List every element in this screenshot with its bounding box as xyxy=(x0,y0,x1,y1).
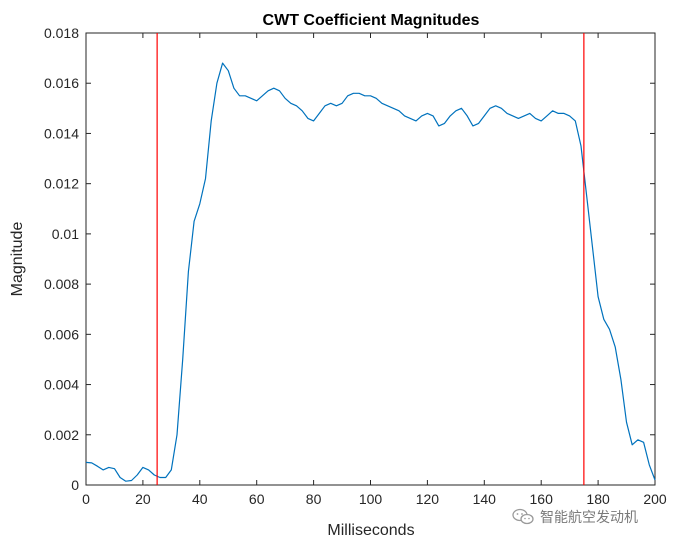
x-tick-label: 40 xyxy=(192,491,208,507)
axes-box xyxy=(85,32,656,486)
chart-title: CWT Coefficient Magnitudes xyxy=(263,12,480,29)
x-tick-label: 160 xyxy=(530,491,554,507)
wechat-icon xyxy=(512,508,534,525)
y-tick-label: 0.018 xyxy=(44,25,79,41)
x-tick-label: 0 xyxy=(82,491,90,507)
x-tick-label: 100 xyxy=(359,491,383,507)
y-tick-label: 0.002 xyxy=(44,427,79,443)
y-tick-label: 0.012 xyxy=(44,176,79,192)
x-axis-label: Milliseconds xyxy=(327,522,414,539)
plot-area: 0 20 40 60 80 100 120 140 160 180 200 0 0.002 0.004 0.… xyxy=(44,25,667,507)
x-tick-label: 200 xyxy=(643,491,667,507)
y-tick-label: 0.008 xyxy=(44,276,79,292)
x-tick-label: 140 xyxy=(473,491,497,507)
x-tick-label: 180 xyxy=(586,491,610,507)
y-axis-label: Magnitude xyxy=(9,222,26,297)
watermark: 智能航空发动机 xyxy=(512,507,638,527)
y-tick-label: 0.014 xyxy=(44,125,79,141)
y-tick-label: 0 xyxy=(71,477,79,493)
watermark-text: 智能航空发动机 xyxy=(540,510,638,526)
x-tick-label: 120 xyxy=(416,491,440,507)
y-tick-label: 0.004 xyxy=(44,377,79,393)
x-tick-label: 80 xyxy=(306,491,322,507)
x-tick-label: 20 xyxy=(135,491,151,507)
y-tick-label: 0.006 xyxy=(44,326,79,342)
series-line xyxy=(85,62,656,482)
y-tick-label: 0.016 xyxy=(44,75,79,91)
y-tick-label: 0.01 xyxy=(52,226,79,242)
x-tick-label: 60 xyxy=(249,491,265,507)
